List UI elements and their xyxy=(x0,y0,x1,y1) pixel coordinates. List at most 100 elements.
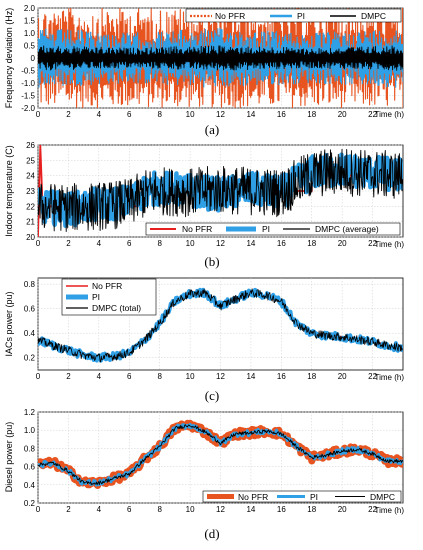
y-tick-label: 0.2 xyxy=(24,354,36,363)
x-tick-labels: 0 2 4 6 8 10 12 14 16 18 20 22 xyxy=(36,372,378,381)
series-line-dmpc-average- xyxy=(38,148,403,232)
x-tick-label: 16 xyxy=(277,239,286,248)
legend: No PFR PI DMPC (total) xyxy=(61,278,157,316)
x-tick-label: 8 xyxy=(157,505,162,514)
x-tick-label: 18 xyxy=(307,505,316,514)
x-axis-label: Time (h) xyxy=(375,240,405,249)
y-tick-label: 1.0 xyxy=(24,29,36,38)
x-tick-label: 20 xyxy=(338,110,347,119)
x-tick-label: 14 xyxy=(246,372,255,381)
x-tick-labels: 0 2 4 6 8 10 12 14 16 18 20 22 xyxy=(36,239,378,248)
y-tick-label: 0.8 xyxy=(24,280,36,289)
x-tick-label: 22 xyxy=(368,372,377,381)
x-tick-label: 12 xyxy=(216,239,225,248)
x-tick-label: 14 xyxy=(246,110,255,119)
y-tick-label: 1.0 xyxy=(24,426,36,435)
legend-label-dmpc: DMPC xyxy=(361,11,386,21)
x-tick-label: 10 xyxy=(186,372,195,381)
x-tick-label: 22 xyxy=(368,505,377,514)
y-tick-label: 23 xyxy=(26,187,35,196)
legend-label-pi: PI xyxy=(92,292,100,302)
caption-b: (b) xyxy=(204,254,219,269)
y-tick-label: 0 xyxy=(31,54,36,63)
y-tick-label: -2.0 xyxy=(21,104,35,113)
x-tick-label: 0 xyxy=(36,372,41,381)
y-tick-labels: 0.2 0.4 0.6 0.8 xyxy=(24,280,36,363)
y-tick-label: 0.2 xyxy=(24,499,36,508)
x-tick-label: 6 xyxy=(127,239,132,248)
series-group xyxy=(38,287,403,363)
x-tick-label: 10 xyxy=(186,239,195,248)
y-tick-label: 26 xyxy=(26,141,35,150)
x-tick-label: 12 xyxy=(216,372,225,381)
x-tick-label: 12 xyxy=(216,505,225,514)
y-tick-label: 0.4 xyxy=(24,481,36,490)
legend-label-pi: PI xyxy=(297,11,305,21)
x-tick-label: 18 xyxy=(307,372,316,381)
x-tick-label: 8 xyxy=(157,239,162,248)
x-tick-label: 18 xyxy=(307,110,316,119)
x-tick-label: 4 xyxy=(97,372,102,381)
legend-label-dmpc-total: DMPC (total) xyxy=(92,303,141,313)
x-tick-label: 4 xyxy=(97,505,102,514)
x-tick-label: 22 xyxy=(368,239,377,248)
series-line-dmpc xyxy=(38,424,403,486)
x-tick-label: 18 xyxy=(307,239,316,248)
legend: No PFR PI DMPC xyxy=(185,8,402,23)
y-tick-label: 20 xyxy=(26,233,35,242)
y-tick-label: 0.6 xyxy=(24,463,36,472)
x-tick-label: 2 xyxy=(66,110,71,119)
y-tick-labels: 0.2 0.4 0.6 0.8 1.0 1.2 xyxy=(24,408,36,508)
legend: No PFR PI DMPC xyxy=(202,490,402,503)
legend-label-pi: PI xyxy=(310,492,318,502)
x-tick-label: 20 xyxy=(338,372,347,381)
legend-label-pi: PI xyxy=(262,224,270,234)
y-tick-labels: 20 21 22 23 24 25 26 xyxy=(26,141,35,242)
x-tick-label: 0 xyxy=(36,505,41,514)
y-tick-label: 0.6 xyxy=(24,305,36,314)
x-tick-label: 22 xyxy=(368,110,377,119)
legend-label-no-pfr: No PFR xyxy=(182,224,212,234)
x-axis-label: Time (h) xyxy=(375,110,405,119)
series-group xyxy=(38,8,403,108)
x-tick-label: 16 xyxy=(277,372,286,381)
y-axis-label: Indoor temperature (C) xyxy=(4,145,14,237)
x-tick-label: 0 xyxy=(36,110,41,119)
x-tick-label: 6 xyxy=(127,505,132,514)
caption-c: (c) xyxy=(205,388,219,403)
x-tick-labels: 0 2 4 6 8 10 12 14 16 18 20 22 xyxy=(36,505,378,514)
x-tick-label: 2 xyxy=(66,505,71,514)
x-tick-label: 10 xyxy=(186,110,195,119)
y-tick-label: -1.0 xyxy=(21,79,35,88)
x-tick-label: 12 xyxy=(216,110,225,119)
legend-label-no-pfr: No PFR xyxy=(92,281,122,291)
y-tick-label: 0.4 xyxy=(24,329,36,338)
x-tick-label: 2 xyxy=(66,372,71,381)
caption-a: (a) xyxy=(205,122,219,137)
x-tick-label: 16 xyxy=(277,505,286,514)
y-tick-label: 24 xyxy=(26,172,35,181)
legend-label-dmpc: DMPC xyxy=(370,492,395,502)
x-tick-label: 20 xyxy=(338,505,347,514)
y-axis-label: Frequency deviation (Hz) xyxy=(4,8,14,109)
y-tick-label: 1.2 xyxy=(24,408,36,417)
legend-label-no-pfr: No PFR xyxy=(238,492,268,502)
legend-label-no-pfr: No PFR xyxy=(215,11,245,21)
x-axis-label: Time (h) xyxy=(375,373,405,382)
legend-label-dmpc-average: DMPC (average) xyxy=(315,224,379,234)
y-axis-label: Diesel power (pu) xyxy=(4,422,14,493)
y-tick-label: 1.5 xyxy=(24,17,36,26)
series-group xyxy=(38,145,403,237)
series-group xyxy=(38,419,403,489)
y-tick-label: 0.8 xyxy=(24,444,36,453)
x-tick-label: 10 xyxy=(186,505,195,514)
x-tick-label: 6 xyxy=(127,372,132,381)
y-tick-label: 25 xyxy=(26,156,35,165)
caption-d: (d) xyxy=(204,526,219,541)
y-tick-label: 22 xyxy=(26,202,35,211)
y-tick-label: -0.5 xyxy=(21,67,35,76)
panel-a-frequency-deviation: 0 2 4 6 8 10 12 14 16 18 20 22 -2.0 -1.5 -1.0 -0.5 0 0.5… xyxy=(4,4,404,137)
x-tick-label: 14 xyxy=(246,505,255,514)
